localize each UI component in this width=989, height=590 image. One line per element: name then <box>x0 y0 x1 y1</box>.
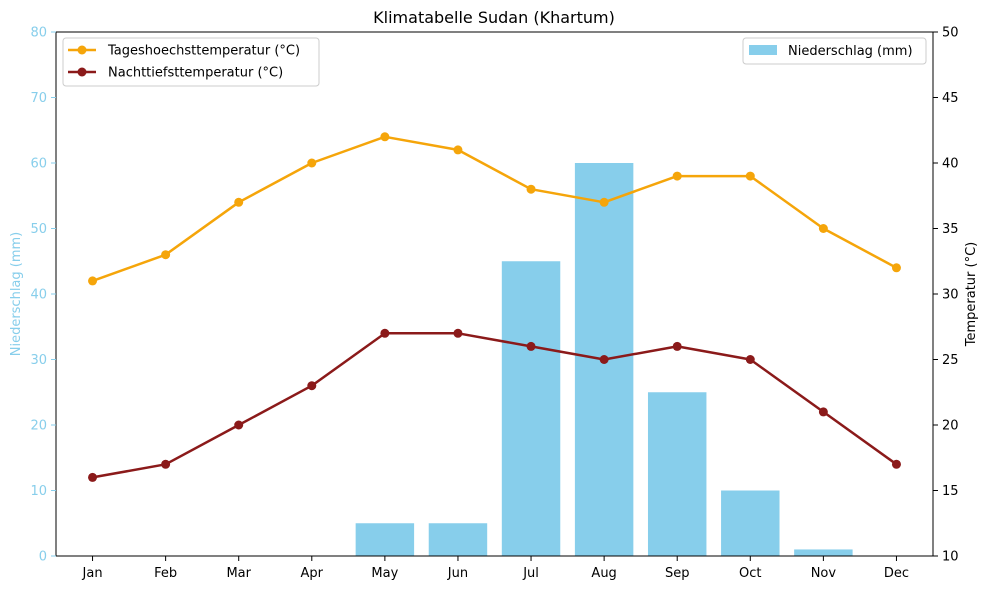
right-tick-label: 30 <box>942 288 959 303</box>
x-tick-label: Sep <box>665 566 690 581</box>
series-1-point-sep <box>672 171 682 181</box>
precipitation-bar-may <box>355 523 415 556</box>
legend-label: Tageshoechsttemperatur (°C) <box>107 44 300 59</box>
legend-marker <box>77 45 87 55</box>
legend-bar-swatch <box>749 45 777 55</box>
series-2-point-aug <box>599 355 609 364</box>
x-tick-label: Mar <box>226 566 251 581</box>
series-1-point-may <box>380 132 390 142</box>
series-2-point-nov <box>818 407 828 417</box>
precipitation-bar-jul <box>501 261 561 556</box>
right-tick-label: 15 <box>942 484 959 499</box>
x-tick-label: Jul <box>522 566 539 581</box>
legend-temperature: Tageshoechsttemperatur (°C) Nachttiefstte… <box>62 37 320 87</box>
left-tick-label: 0 <box>39 550 47 565</box>
series-2-point-apr <box>307 381 317 391</box>
series-line-2 <box>92 332 898 479</box>
precipitation-bars <box>355 163 853 556</box>
left-tick-label: 50 <box>30 222 47 237</box>
series-1-point-apr <box>307 158 317 168</box>
legend-box <box>742 37 927 65</box>
left-tick-label: 10 <box>30 484 47 499</box>
series-1-point-aug <box>599 197 609 207</box>
right-tick-label: 35 <box>942 222 959 237</box>
right-tick-label: 25 <box>942 353 959 368</box>
left-tick-label: 20 <box>30 419 47 434</box>
series-2-point-may <box>380 328 390 338</box>
series-2-point-oct <box>745 355 755 364</box>
temperature-lines <box>88 132 901 482</box>
plot-frame <box>55 31 934 557</box>
right-tick-label: 45 <box>942 91 959 106</box>
precipitation-bar-sep <box>647 392 707 556</box>
right-tick-label: 50 <box>942 26 959 41</box>
series-1-point-feb <box>161 250 171 260</box>
right-tick-label: 10 <box>942 550 959 565</box>
legend-label: Niederschlag (mm) <box>788 44 913 59</box>
x-tick-label: Dec <box>884 566 909 581</box>
series-line-1 <box>92 135 898 283</box>
series-1-point-dec <box>891 263 901 273</box>
left-tick-label: 70 <box>30 91 47 106</box>
series-2-point-sep <box>672 341 682 351</box>
legend-label: Nachttiefsttemperatur (°C) <box>108 66 283 81</box>
legend-precipitation: Niederschlag (mm) <box>742 37 927 65</box>
left-tick-label: 40 <box>30 288 47 303</box>
axes: 0 10 20 30 40 50 60 70 80 10 15 20 25 30 35 40 45 50 Jan Fe… <box>9 26 979 582</box>
x-tick-label: Nov <box>811 566 837 581</box>
left-tick-label: 30 <box>30 353 47 368</box>
left-tick-label: 80 <box>30 26 47 41</box>
legend-box <box>62 37 320 87</box>
series-2-point-jan <box>88 472 98 482</box>
series-1-point-mar <box>234 197 244 207</box>
x-tick-label: Feb <box>154 566 177 581</box>
x-tick-label: Oct <box>739 566 761 581</box>
series-1-point-jan <box>88 276 98 286</box>
series-2-point-jul <box>526 341 536 351</box>
chart-title: Klimatabelle Sudan (Khartum) <box>373 8 615 27</box>
series-1-point-nov <box>818 224 828 233</box>
series-2-point-jun <box>453 328 463 338</box>
right-tick-label: 40 <box>942 157 959 172</box>
x-tick-label: Aug <box>591 566 616 581</box>
right-axis-label: Temperatur (°C) <box>964 242 979 348</box>
right-tick-label: 20 <box>942 419 959 434</box>
x-tick-label: Apr <box>301 566 324 581</box>
x-tick-label: Jan <box>82 566 103 581</box>
precipitation-bar-nov <box>794 549 853 556</box>
precipitation-bar-oct <box>721 490 780 556</box>
series-1-point-oct <box>745 171 755 181</box>
x-tick-label: May <box>371 566 398 581</box>
series-2-point-feb <box>161 459 171 469</box>
left-tick-label: 60 <box>30 157 47 172</box>
series-1-point-jun <box>453 145 463 155</box>
left-axis-label: Niederschlag (mm) <box>9 232 24 357</box>
precipitation-bar-jun <box>428 523 488 556</box>
series-2-point-mar <box>234 420 244 430</box>
legend-marker <box>77 67 87 77</box>
series-1-point-jul <box>526 184 536 194</box>
series-2-point-dec <box>891 459 901 469</box>
x-tick-label: Jun <box>447 566 468 581</box>
